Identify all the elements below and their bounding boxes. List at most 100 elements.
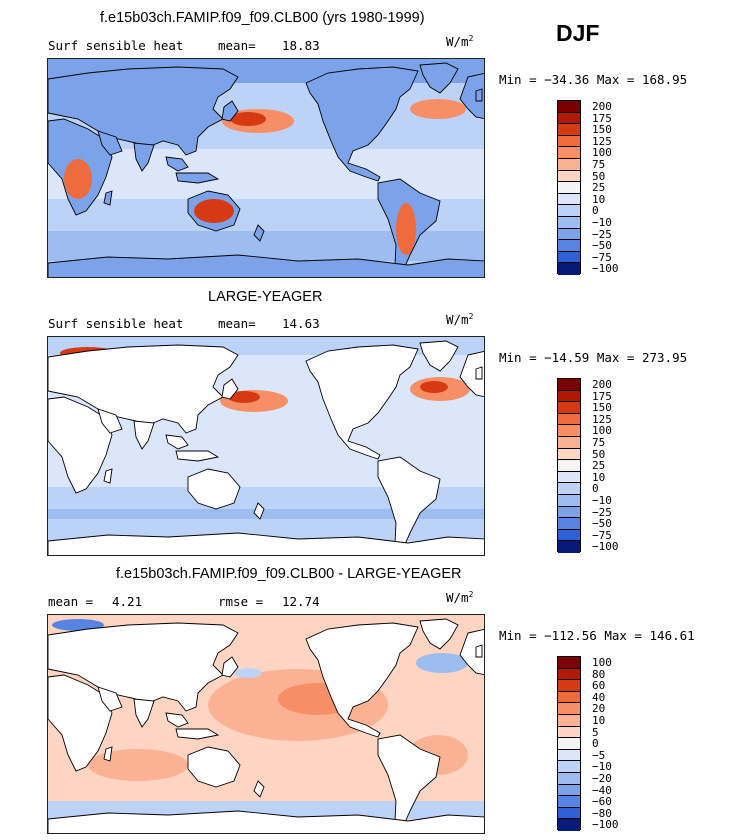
panel-2-tick: −50 <box>592 517 612 530</box>
panel-3-swatch <box>558 761 580 773</box>
panel-2-swatch <box>558 390 580 403</box>
panel-3-tick: 100 <box>592 656 612 669</box>
panel-2-swatch <box>558 483 580 495</box>
panel-1-tick: 75 <box>592 158 606 171</box>
panel-1-map <box>47 58 485 278</box>
panel-1-swatch <box>558 263 580 275</box>
panel-2-tick: 175 <box>592 390 612 403</box>
panel-2-tick: 25 <box>592 459 606 472</box>
panel-2-tick: 150 <box>592 401 612 414</box>
panel-2-variable-label: Surf sensible heat <box>48 316 184 331</box>
panel-3-tick: −100 <box>592 818 619 831</box>
panel-3-tick: −80 <box>592 807 612 820</box>
panel-3-tick: 80 <box>592 668 606 681</box>
panel-2-gulfstream-core <box>420 381 448 393</box>
panel-3-title: f.e15b03ch.FAMIP.f09_f09.CLB00 - LARGE-Y… <box>116 566 462 582</box>
panel-3-map <box>47 614 485 834</box>
panel-2-tick: 10 <box>592 471 606 484</box>
panel-3-swatch <box>558 726 580 739</box>
panel-3-tick: −40 <box>592 784 612 797</box>
panel-1-swatch <box>558 101 580 113</box>
panel-2-swatch <box>558 541 580 553</box>
panel-2-kuroshio-core <box>228 391 260 403</box>
panel-3-units: W/m2 <box>446 590 473 605</box>
panel-1-samerica-heat <box>396 203 416 255</box>
panel-3-units-base: W/m <box>446 590 469 606</box>
panel-3-tick: 5 <box>592 726 599 739</box>
panel-1-australia-heat <box>194 199 234 223</box>
panel-2-map <box>47 336 485 556</box>
panel-2-tick: −25 <box>592 506 612 519</box>
panel-3-swatch <box>558 772 580 785</box>
panel-3-kuroshio-cool <box>234 668 262 678</box>
panel-3-gulfstream-cool <box>416 653 468 673</box>
panel-3-tick: 20 <box>592 702 606 715</box>
panel-1-mean-label: mean= <box>218 38 256 53</box>
panel-1-swatch <box>558 170 580 183</box>
panel-2-tick: 75 <box>592 436 606 449</box>
panel-1-swatch <box>558 182 580 194</box>
panel-1-tick: 50 <box>592 170 606 183</box>
panel-3-tick: 60 <box>592 679 606 692</box>
panel-1-swatch <box>558 193 580 206</box>
panel-1-colorbar <box>557 100 581 275</box>
panel-2-swatch <box>558 460 580 472</box>
panel-1-variable-label: Surf sensible heat <box>48 38 184 53</box>
panel-3-minmax: Min = −112.56 Max = 146.61 <box>499 628 695 643</box>
panel-1-tick: 175 <box>592 112 612 125</box>
panel-3-swatch <box>558 668 580 681</box>
panel-2-tick: 0 <box>592 482 599 495</box>
panel-2-minmax: Min = −14.59 Max = 273.95 <box>499 350 688 365</box>
panel-3-tick: 40 <box>592 691 606 704</box>
panel-3-swatch <box>558 657 580 669</box>
panel-2-swatch <box>558 402 580 414</box>
panel-2-tick: 100 <box>592 424 612 437</box>
panel-2-tick: 50 <box>592 448 606 461</box>
panel-2-swatch <box>558 471 580 484</box>
panel-1-gulfstream-anomaly <box>410 99 466 119</box>
panel-2-tick: 125 <box>592 413 612 426</box>
panel-2-tick: −75 <box>592 529 612 542</box>
panel-1-tick: 25 <box>592 181 606 194</box>
panel-1-tick: 125 <box>592 135 612 148</box>
panel-2-swatch <box>558 494 580 507</box>
panel-2-swatch <box>558 413 580 426</box>
panel-3-swatch <box>558 749 580 762</box>
panel-1-units-exp: 2 <box>468 34 474 43</box>
panel-1-swatch <box>558 147 580 159</box>
panel-2-units: W/m2 <box>446 312 473 327</box>
panel-1-tick: −100 <box>592 262 619 275</box>
panel-2-swatch <box>558 379 580 391</box>
panel-3-mean-value: 4.21 <box>112 594 143 609</box>
panel-1-tick: 150 <box>592 123 612 136</box>
panel-3-units-exp: 2 <box>468 590 474 599</box>
panel-2-tick: 200 <box>592 378 612 391</box>
panel-2-swatch <box>558 506 580 519</box>
panel-3-swatch <box>558 784 580 797</box>
panel-3-tick: 0 <box>592 737 599 750</box>
panel-1-swatch <box>558 158 580 171</box>
panel-2-title: LARGE-YEAGER <box>208 289 323 305</box>
panel-1-tick: −10 <box>592 216 612 229</box>
panel-1-tick: −75 <box>592 251 612 264</box>
panel-1-units: W/m2 <box>446 34 473 49</box>
panel-2-band <box>48 509 484 519</box>
panel-3-colorbar <box>557 656 581 831</box>
panel-1-title: f.e15b03ch.FAMIP.f09_f09.CLB00 (yrs 1980… <box>100 10 425 26</box>
season-label: DJF <box>556 20 600 46</box>
panel-3-rmse-label: rmse = <box>218 594 264 609</box>
panel-1-band <box>48 149 484 199</box>
panel-2-colorbar <box>557 378 581 553</box>
panel-3-swatch <box>558 738 580 750</box>
panel-3-swatch <box>558 819 580 831</box>
panel-1-kuroshio-core <box>230 112 266 126</box>
panel-1-minmax: Min = −34.36 Max = 168.95 <box>499 72 688 87</box>
panel-2-tick: −100 <box>592 540 619 553</box>
panel-1-swatch <box>558 205 580 217</box>
panel-1-tick: 10 <box>592 193 606 206</box>
panel-2-swatch <box>558 529 580 542</box>
panel-2-tick: −10 <box>592 494 612 507</box>
panel-1-swatch <box>558 135 580 148</box>
panel-1-swatch <box>558 251 580 264</box>
panel-3-mean-label: mean = <box>48 594 94 609</box>
